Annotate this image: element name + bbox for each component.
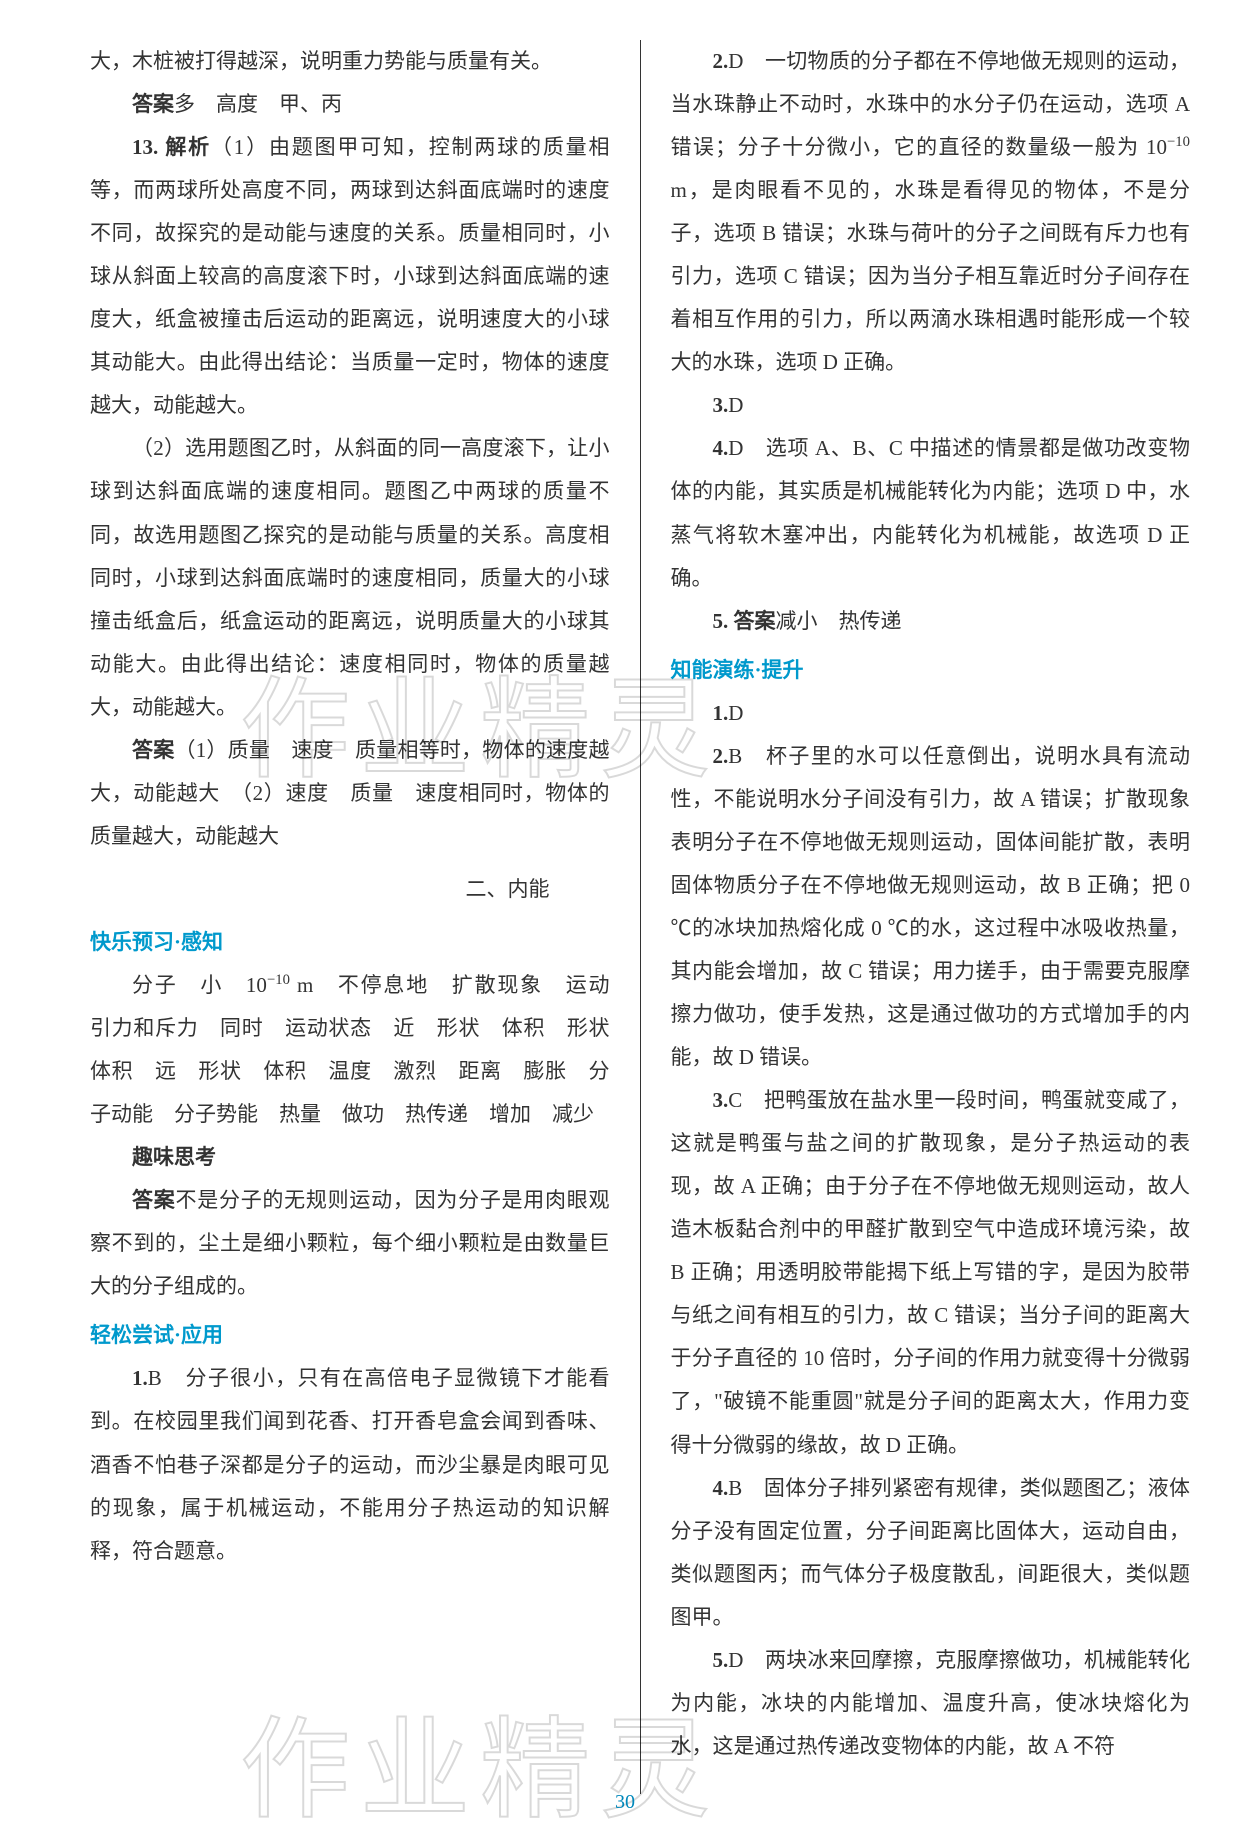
q1: 1.B 分子很小，只有在高倍电子显微镜下才能看到。在校园里我们闻到花香、打开香皂… bbox=[90, 1357, 610, 1572]
q5: 5. 答案减小 热传递 bbox=[671, 600, 1191, 643]
answer: 答案多 高度 甲、丙 bbox=[90, 83, 610, 126]
text: 减小 热传递 bbox=[776, 609, 902, 633]
section-title: 二、内能 bbox=[90, 868, 610, 911]
page-number: 30 bbox=[0, 1791, 1250, 1814]
t: 分子 小 10 bbox=[132, 973, 267, 997]
q5b: 5.D 两块冰来回摩擦，克服摩擦做功，机械能转化为内能，冰块的内能增加、温度升高… bbox=[671, 1639, 1191, 1768]
label: 答案 bbox=[132, 738, 174, 762]
q1b: 1.D bbox=[671, 692, 1191, 735]
label: 3. bbox=[713, 1088, 729, 1112]
label: 2. bbox=[713, 744, 729, 768]
label: 2. bbox=[713, 49, 729, 73]
label: 13. 解析 bbox=[132, 135, 211, 159]
q4: 4.D 选项 A、B、C 中描述的情景都是做功改变物体的内能，其实质是机械能转化… bbox=[671, 427, 1191, 599]
label: 4. bbox=[713, 436, 729, 460]
q13: 13. 解析（1）由题图甲可知，控制两球的质量相等，而两球所处高度不同，两球到达… bbox=[90, 126, 610, 427]
text: m，是肉眼看不见的，水珠是看得见的物体，不是分子，选项 B 错误；水珠与荷叶的分… bbox=[671, 178, 1191, 374]
label: 答案 bbox=[132, 1188, 175, 1212]
text: D 两块冰来回摩擦，克服摩擦做功，机械能转化为内能，冰块的内能增加、温度升高，使… bbox=[671, 1648, 1191, 1758]
label: 3. bbox=[713, 393, 729, 417]
page-container: 大，木桩被打得越深，说明重力势能与质量有关。 答案多 高度 甲、丙 13. 解析… bbox=[0, 0, 1250, 1844]
label: 4. bbox=[713, 1476, 729, 1500]
column-divider bbox=[640, 40, 641, 1794]
text: B 分子很小，只有在高倍电子显微镜下才能看到。在校园里我们闻到花香、打开香皂盒会… bbox=[90, 1366, 610, 1562]
heading-preview: 快乐预习·感知 bbox=[90, 921, 610, 964]
text: B 杯子里的水可以任意倒出，说明水具有流动性，不能说明水分子间没有引力，故 A … bbox=[671, 744, 1191, 1069]
right-column: 2.D 一切物质的分子都在不停地做无规则的运动，当水珠静止不动时，水珠中的水分子… bbox=[651, 40, 1191, 1794]
text: B 固体分子排列紧密有规律，类似题图乙；液体分子没有固定位置，分子间距离比固体大… bbox=[671, 1476, 1191, 1629]
q2: 2.D 一切物质的分子都在不停地做无规则的运动，当水珠静止不动时，水珠中的水分子… bbox=[671, 40, 1191, 384]
text: D bbox=[728, 393, 743, 417]
left-column: 大，木桩被打得越深，说明重力势能与质量有关。 答案多 高度 甲、丙 13. 解析… bbox=[90, 40, 630, 1794]
text: D 一切物质的分子都在不停地做无规则的运动，当水珠静止不动时，水珠中的水分子仍在… bbox=[671, 49, 1191, 159]
text: 多 高度 甲、丙 bbox=[174, 92, 342, 116]
label: 1. bbox=[132, 1366, 148, 1390]
label: 5. bbox=[713, 1648, 729, 1672]
q3b: 3.C 把鸭蛋放在盐水里一段时间，鸭蛋就变咸了，这就是鸭蛋与盐之间的扩散现象，是… bbox=[671, 1079, 1191, 1466]
q4b: 4.B 固体分子排列紧密有规律，类似题图乙；液体分子没有固定位置，分子间距离比固… bbox=[671, 1467, 1191, 1639]
sup: −10 bbox=[1167, 134, 1190, 150]
label: 答案 bbox=[132, 92, 174, 116]
answer: 答案不是分子的无规则运动，因为分子是用肉眼观察不到的，尘土是细小颗粒，每个细小颗… bbox=[90, 1179, 610, 1308]
heading-practice: 知能演练·提升 bbox=[671, 649, 1191, 692]
label: 5. 答案 bbox=[713, 609, 776, 633]
sub-label: 趣味思考 bbox=[90, 1136, 610, 1179]
text: （2）选用题图乙时，从斜面的同一高度滚下，让小球到达斜面底端的速度相同。题图乙中… bbox=[90, 427, 610, 728]
q2b: 2.B 杯子里的水可以任意倒出，说明水具有流动性，不能说明水分子间没有引力，故 … bbox=[671, 735, 1191, 1079]
text: D bbox=[728, 701, 743, 725]
sup: −10 bbox=[267, 972, 290, 988]
text: （1）由题图甲可知，控制两球的质量相等，而两球所处高度不同，两球到达斜面底端时的… bbox=[90, 135, 610, 417]
text: C 把鸭蛋放在盐水里一段时间，鸭蛋就变咸了，这就是鸭蛋与盐之间的扩散现象，是分子… bbox=[671, 1088, 1191, 1456]
text: 分子 小 10−10 m 不停息地 扩散现象 运动 引力和斥力 同时 运动状态 … bbox=[90, 964, 610, 1136]
label: 1. bbox=[713, 701, 729, 725]
text: 大，木桩被打得越深，说明重力势能与质量有关。 bbox=[90, 40, 610, 83]
text: D 选项 A、B、C 中描述的情景都是做功改变物体的内能，其实质是机械能转化为内… bbox=[671, 436, 1191, 589]
answer: 答案（1）质量 速度 质量相等时，物体的速度越大，动能越大 （2）速度 质量 速… bbox=[90, 729, 610, 858]
heading-try: 轻松尝试·应用 bbox=[90, 1314, 610, 1357]
q3: 3.D bbox=[671, 384, 1191, 427]
